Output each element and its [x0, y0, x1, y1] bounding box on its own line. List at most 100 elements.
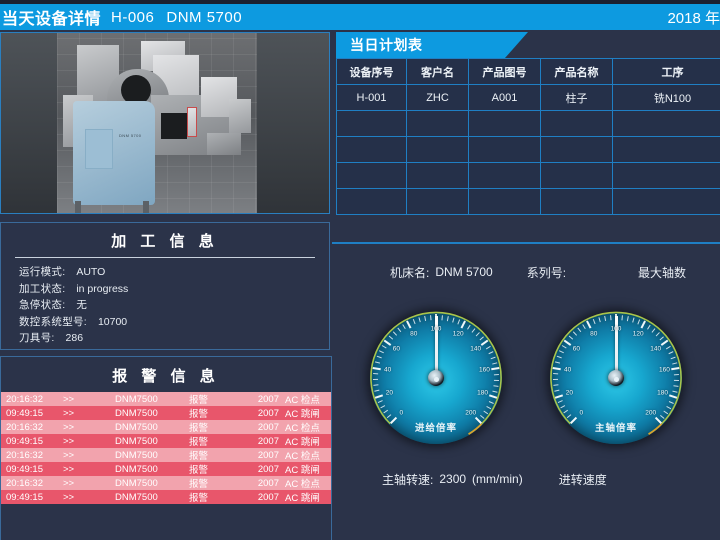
table-cell [612, 162, 720, 189]
alarm-row[interactable]: 20:16:32 >> DNM7500 报警 2007 AC 检点 [1, 420, 331, 434]
alarm-device: DNM7500 [115, 463, 158, 475]
alarm-code: 2007 [257, 435, 279, 447]
table-row[interactable]: H-001 ZHC A001 柱子 铣N100 [336, 84, 720, 111]
alarm-code: 2007 [257, 491, 279, 503]
alarm-message: AC 跳闸 [285, 465, 320, 476]
info-value: 无 [76, 299, 87, 311]
info-value: AUTO [76, 266, 106, 278]
alarm-type: 报警 [189, 423, 209, 434]
app-header: 当天设备详情 H-006 DNM 5700 2018 年 [0, 4, 720, 30]
table-cell [468, 136, 541, 163]
machine-meta-line: 机床名: DNM 5700 系列号: 最大轴数 [332, 262, 720, 282]
gauge-tick-label: 20 [385, 389, 394, 397]
gauge-tick-label: 120 [452, 330, 464, 338]
alarm-device: DNM7500 [115, 421, 158, 433]
alarm-device: DNM7500 [115, 407, 158, 419]
header-date: 2018 年 [667, 9, 720, 27]
table-cell [540, 110, 613, 137]
gauge-feed-override: 进给倍率 0 20 40 60 80 100 120 140 160 180 200 [370, 311, 502, 444]
gauge-tick-label: 20 [565, 389, 574, 397]
alarm-time: 09:49:15 [6, 463, 43, 475]
alarm-row[interactable]: 20:16:32 >> DNM7500 报警 2007 AC 检点 [1, 476, 331, 490]
table-bottom-rule [332, 242, 720, 244]
info-key: 数控系统型号: [19, 315, 88, 328]
machine-body-label: DNM 5700 [119, 133, 142, 138]
table-cell [540, 136, 613, 163]
alarm-row[interactable]: 20:16:32 >> DNM7500 报警 2007 AC 检点 [1, 392, 331, 406]
gauge-tick-label: 80 [410, 330, 418, 338]
gauge-tick-label: 40 [563, 366, 572, 374]
max-axis-label: 最大轴数 [638, 265, 687, 280]
alarm-code: 2007 [257, 449, 279, 461]
machine-part-window-dark [161, 113, 187, 139]
right-column: 当日计划表 设备序号 客户名 产品图号 产品名称 工序 H-001 ZHC A001… [332, 30, 720, 540]
alarm-list[interactable]: 20:16:32 >> DNM7500 报警 2007 AC 检点 09:49:15 >> DN… [1, 392, 331, 504]
machining-info-row: 加工状态: in progress [19, 281, 329, 298]
table-cell [612, 188, 720, 215]
table-cell: 柱子 [540, 84, 613, 111]
alarm-arrow: >> [63, 435, 75, 447]
alarm-time: 09:49:15 [6, 407, 43, 419]
window-top-strip [0, 0, 720, 4]
machining-info-title: 加 工 信 息 [111, 233, 219, 250]
alarm-code: 2007 [257, 407, 279, 419]
alarm-row[interactable]: 20:16:32 >> DNM7500 报警 2007 AC 检点 [1, 448, 331, 462]
gauge-tick-label: 60 [392, 345, 400, 353]
table-cell [336, 136, 407, 163]
machine-part-cabinet-far-right [229, 99, 251, 133]
alarm-code: 2007 [257, 421, 279, 433]
table-cell: A001 [468, 84, 541, 111]
info-value: in progress [76, 282, 129, 295]
table-row[interactable] [336, 188, 720, 215]
gauge-label: 进给倍率 [414, 423, 457, 434]
table-cell [612, 110, 720, 137]
gauge-tick-label: 160 [478, 366, 490, 374]
spindle-speed-unit: (mm/min) [472, 472, 523, 486]
alarm-row[interactable]: 09:49:15 >> DNM7500 报警 2007 AC 跳闸 [1, 490, 331, 504]
table-cell [468, 188, 541, 215]
machine-part-spindle-opening [121, 75, 151, 105]
table-cell [468, 110, 541, 137]
table-row[interactable] [336, 110, 720, 137]
machining-info-row: 刀具号: 286 [19, 330, 329, 347]
alarm-row[interactable]: 09:49:15 >> DNM7500 报警 2007 AC 跳闸 [1, 462, 331, 476]
alarm-device: DNM7500 [115, 449, 158, 461]
table-row[interactable] [336, 162, 720, 189]
table-cell [406, 162, 469, 189]
gauge-tick-label: 140 [650, 345, 662, 353]
alarm-row[interactable]: 09:49:15 >> DNM7500 报警 2007 AC 跳闸 [1, 434, 331, 448]
alarm-type: 报警 [189, 395, 209, 406]
gauge-tick-label: 200 [645, 409, 657, 417]
machine-3d-image: DNM 5700 [1, 33, 329, 213]
alarm-message: AC 检点 [285, 479, 320, 490]
tab-daily-plan[interactable]: 当日计划表 [336, 32, 528, 58]
machine-preview: DNM 5700 [0, 32, 330, 214]
machine-part-foot-right [143, 201, 149, 213]
gauge-hub [608, 370, 624, 386]
gauge-tick-label: 60 [572, 345, 580, 353]
machine-part-door-window [85, 129, 113, 169]
machine-name-value: DNM 5700 [435, 265, 493, 279]
alarm-message: AC 跳闸 [285, 437, 320, 448]
serial-number-label: 系列号: [526, 265, 567, 280]
alarm-time: 09:49:15 [6, 435, 43, 447]
table-row[interactable] [336, 136, 720, 163]
alarm-arrow: >> [63, 463, 75, 475]
alarm-info-title: 报 警 信 息 [112, 368, 220, 385]
alarm-time: 09:49:15 [6, 491, 43, 503]
machining-info-row: 数控系统型号: 10700 [19, 314, 329, 331]
gauge-tick-label: 160 [658, 366, 670, 374]
alarm-row[interactable]: 09:49:15 >> DNM7500 报警 2007 AC 跳闸 [1, 406, 331, 420]
machine-part-lower-right [207, 133, 241, 155]
table-col-header: 工序 [612, 58, 720, 85]
gauge-needle [614, 316, 618, 378]
alarm-device: DNM7500 [115, 393, 158, 405]
alarm-message: AC 检点 [285, 395, 320, 406]
gauge-arc-ring [550, 311, 682, 435]
header-device-code: H-006 [111, 8, 155, 26]
alarm-code: 2007 [257, 393, 279, 405]
gauge-tick-label: 80 [590, 330, 598, 338]
machining-info-list: 运行模式: AUTO 加工状态: in progress 急停状态: 无 数控系… [1, 258, 329, 347]
table-cell [540, 162, 613, 189]
